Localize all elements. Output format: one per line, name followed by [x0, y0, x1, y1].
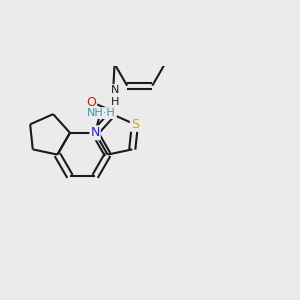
Text: S: S: [131, 118, 139, 131]
Text: NH·H: NH·H: [87, 108, 116, 118]
Text: N: N: [90, 126, 100, 139]
Text: N
H: N H: [111, 85, 119, 106]
Text: O: O: [86, 96, 96, 109]
